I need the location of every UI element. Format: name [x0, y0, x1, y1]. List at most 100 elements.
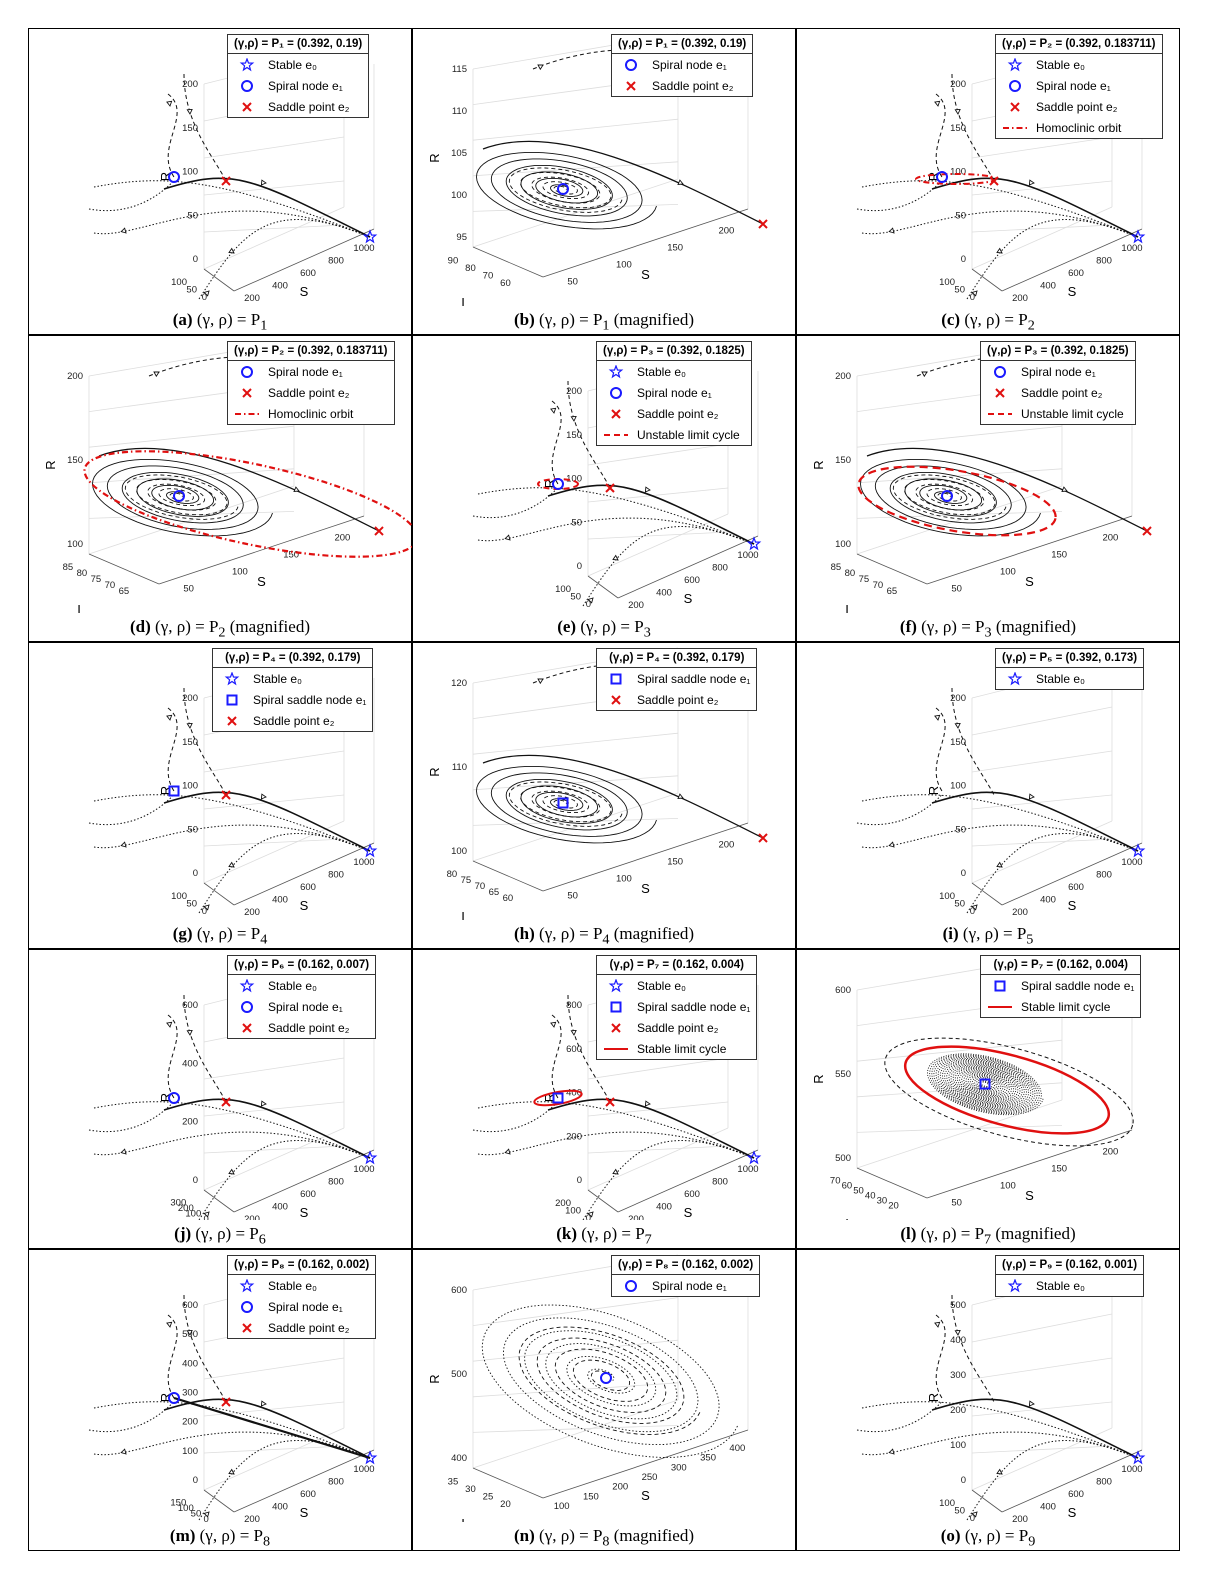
legend: (γ,ρ) = P₁ = (0.392, 0.19) Stable e₀ Spira… — [227, 34, 370, 118]
saddle-e2-marker — [605, 1097, 615, 1107]
square-icon — [610, 673, 622, 684]
r-axis-label: R — [158, 1393, 173, 1402]
legend: (γ,ρ) = P₈ = (0.162, 0.002) Spiral node e… — [611, 1255, 761, 1297]
s-tick-label: 600 — [684, 575, 700, 586]
dashed-trajectory — [935, 1314, 946, 1399]
dashed-trajectory — [551, 1014, 562, 1099]
i-tick-label: 0 — [202, 906, 207, 917]
dashed-trajectory — [167, 707, 178, 792]
arrowhead-icon — [570, 1029, 577, 1036]
caption-prefix: (γ, ρ) = — [196, 310, 251, 329]
phase-portrait-plot: 2001501005001005002004006008001000RIS — [856, 662, 1146, 918]
dashed-trajectory — [183, 1294, 227, 1403]
r-tick-label: 600 — [835, 985, 851, 996]
panel-label: (e) — [557, 617, 577, 636]
s-tick-label: 150 — [283, 550, 299, 561]
r-tick-label: 100 — [451, 846, 467, 857]
i-tick-label: 60 — [500, 278, 511, 289]
legend-label: Saddle point e₂ — [637, 406, 719, 421]
i-tick-label: 30 — [877, 1196, 888, 1207]
i-tick-label: 65 — [119, 586, 130, 597]
legend-label: Spiral saddle node e₁ — [637, 671, 751, 686]
arrowhead-icon — [166, 1321, 173, 1328]
i-tick-label: 100 — [939, 277, 955, 288]
dotted-trajectory — [93, 210, 371, 238]
legend-title: (γ,ρ) = P₉ = (0.162, 0.001) — [996, 1256, 1144, 1275]
trajectories — [472, 994, 755, 1220]
arrowhead-icon — [537, 64, 544, 71]
i-axis-label: I — [845, 602, 849, 613]
caption-prefix: (γ, ρ) = — [920, 1224, 975, 1243]
circle-icon — [241, 1300, 253, 1313]
cross-icon — [626, 80, 636, 91]
r-tick-label: 400 — [950, 1335, 966, 1346]
legend-marker — [1002, 671, 1028, 686]
axis-lines — [203, 1449, 375, 1513]
r-tick-label: 150 — [566, 430, 582, 441]
r-axis-label: R — [542, 1093, 557, 1102]
legend-item: Stable limit cycle — [597, 1038, 756, 1059]
arrowhead-icon — [996, 1468, 1003, 1475]
s-tick-label: 150 — [667, 243, 683, 254]
legend-item: Stable e₀ — [996, 54, 1162, 75]
legend-marker — [603, 693, 629, 707]
legend-label: Stable e₀ — [268, 1278, 318, 1293]
s-tick-label: 600 — [1068, 882, 1084, 893]
s-tick-label: 200 — [612, 1482, 628, 1493]
panel-caption: (h) (γ, ρ) = P4 (magnified) — [413, 924, 795, 948]
i-tick-label: 0 — [202, 292, 207, 303]
caption-param-index: 7 — [644, 1231, 652, 1248]
legend-marker — [618, 79, 644, 93]
legend-marker — [603, 1021, 629, 1035]
i-tick-label: 100 — [171, 277, 187, 288]
phase-portrait-plot: 800600400200020010002004006008001000RIS — [472, 969, 762, 1220]
s-tick-label: 200 — [1102, 533, 1118, 544]
dotted-spiral — [481, 1304, 738, 1458]
caption-param: P — [592, 924, 603, 943]
panel-label: (f) — [899, 617, 917, 636]
dotted-trajectory — [856, 1401, 943, 1433]
r-tick-label: 200 — [950, 693, 966, 704]
r-tick-label: 0 — [193, 254, 198, 265]
r-tick-label: 600 — [451, 1285, 467, 1296]
arrowhead-icon — [293, 486, 300, 493]
dashed-trajectory — [935, 93, 946, 178]
stable-e0-marker — [1130, 229, 1146, 244]
axis-lines — [203, 842, 375, 906]
dashed-trajectory — [951, 687, 995, 796]
s-axis-label: S — [1068, 284, 1077, 299]
panel-caption: (d) (γ, ρ) = P2 (magnified) — [29, 617, 411, 641]
arrowhead-icon — [921, 371, 928, 378]
s-tick-label: 400 — [656, 1201, 672, 1212]
legend-title: (γ,ρ) = P₃ = (0.392, 0.1825) — [981, 342, 1135, 361]
caption-param: P — [635, 1224, 645, 1243]
legend-item: Saddle point e₂ — [612, 75, 752, 96]
legend-item: Saddle point e₂ — [981, 382, 1135, 403]
legend-item: Homoclinic orbit — [996, 117, 1162, 138]
s-tick-label: 400 — [272, 894, 288, 905]
r-tick-label: 500 — [835, 1153, 851, 1164]
axis-names: RIS — [542, 1093, 693, 1220]
saddle-e2-marker — [221, 1097, 231, 1107]
legend-item: Spiral node e₁ — [996, 75, 1162, 96]
dotted-trajectory — [477, 1101, 755, 1159]
i-tick-label: 80 — [447, 869, 458, 880]
legend: (γ,ρ) = P₄ = (0.392, 0.179) Stable e₀ Spir… — [212, 648, 374, 732]
i-tick-label: 35 — [448, 1476, 459, 1487]
i-tick-label: 100 — [939, 891, 955, 902]
i-tick-label: 85 — [831, 562, 842, 573]
i-tick-label: 50 — [954, 899, 965, 910]
s-tick-label: 600 — [300, 882, 316, 893]
panel-label: (d) — [130, 617, 151, 636]
s-tick-label: 200 — [1012, 293, 1028, 304]
legend: (γ,ρ) = P₈ = (0.162, 0.002) Stable e₀ Spir… — [227, 1255, 377, 1339]
legend-label: Spiral node e₁ — [268, 78, 343, 93]
r-tick-label: 200 — [182, 693, 198, 704]
r-axis-label: R — [926, 172, 941, 181]
dotted-trajectory — [93, 1101, 371, 1159]
s-tick-label: 50 — [567, 277, 578, 288]
legend-marker — [618, 1279, 644, 1293]
i-tick-label: 70 — [830, 1176, 841, 1187]
legend-label: Spiral node e₁ — [1021, 364, 1096, 379]
s-tick-label: 800 — [1096, 1477, 1112, 1488]
